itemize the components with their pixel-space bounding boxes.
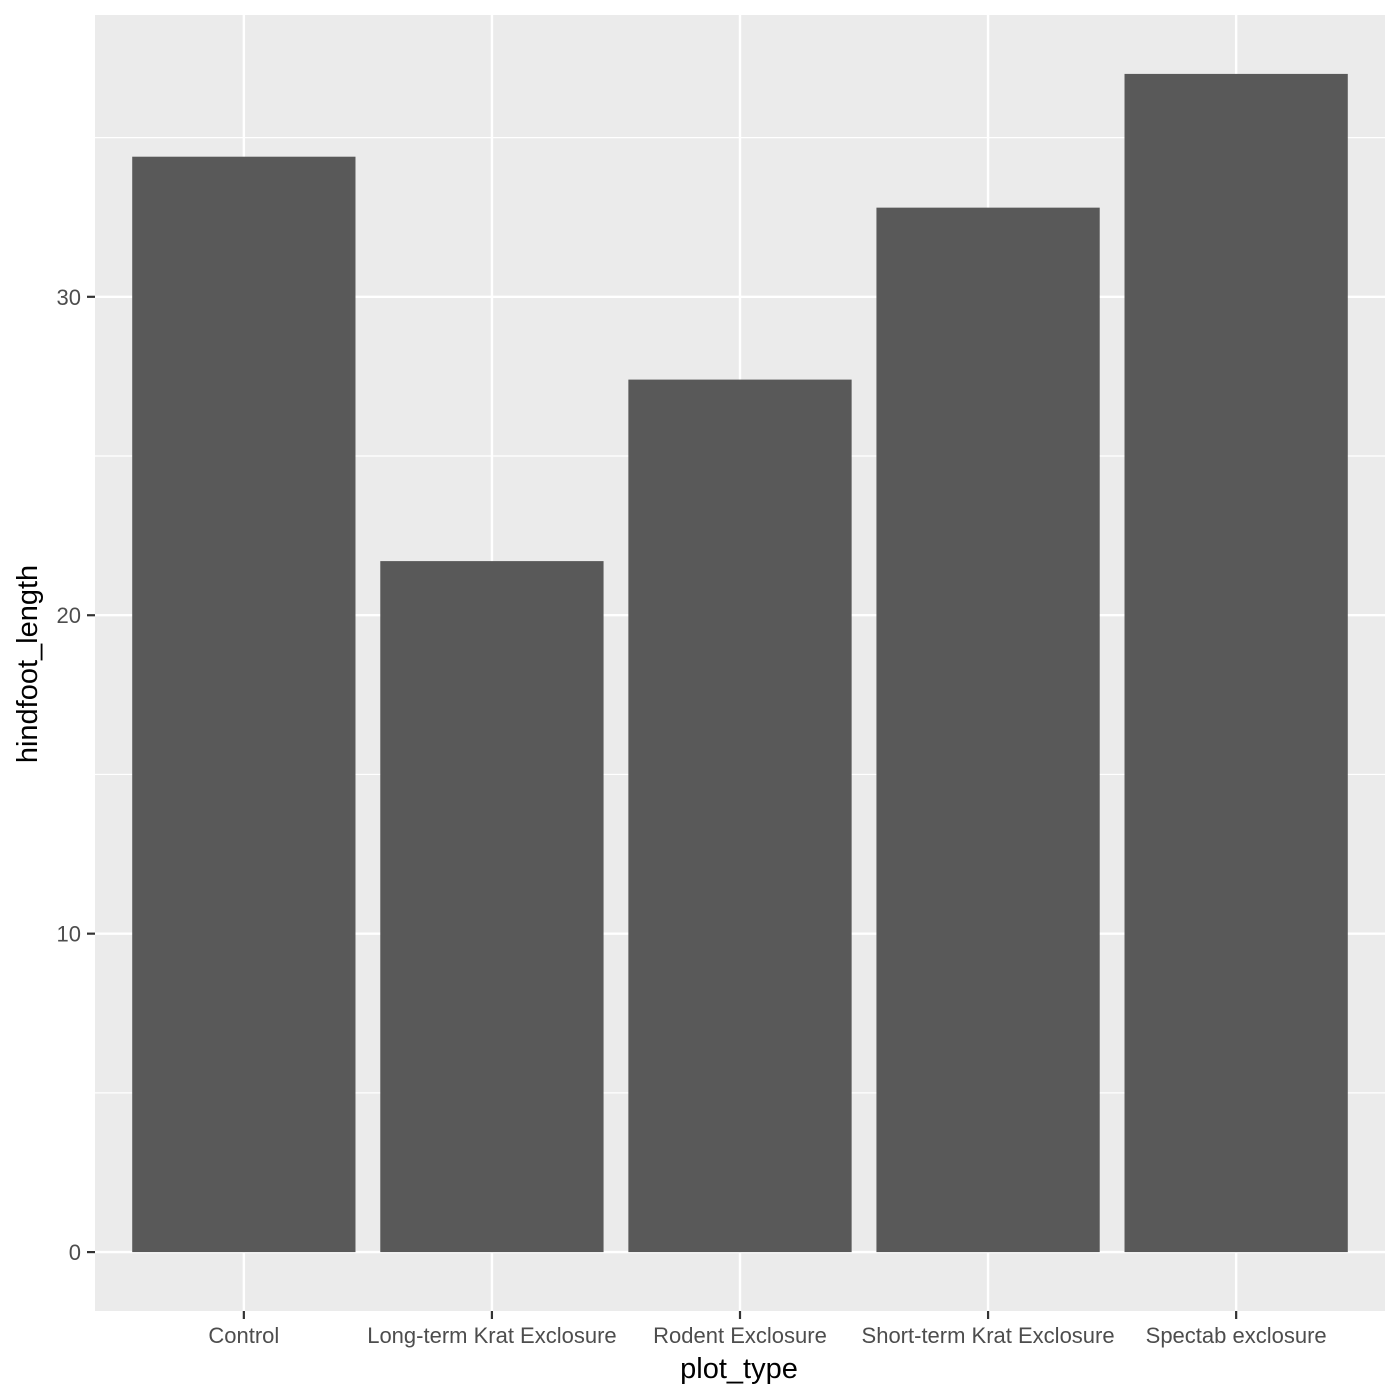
x-axis: Control Long-term Krat Exclosure Rodent Ex… (208, 1311, 1327, 1348)
y-tick-label: 20 (57, 603, 81, 628)
bar (380, 561, 604, 1253)
x-axis-title: plot_type (680, 1353, 798, 1385)
bars (132, 73, 1348, 1253)
y-tick-label: 10 (57, 922, 81, 947)
bar (876, 207, 1100, 1253)
bar (132, 156, 356, 1253)
bar (1124, 73, 1348, 1253)
x-tick-label: Long-term Krat Exclosure (367, 1323, 616, 1348)
y-tick-label: 30 (57, 285, 81, 310)
bar (628, 379, 852, 1253)
y-axis: 0 10 20 30 (57, 285, 95, 1265)
x-tick-label: Spectab exclosure (1146, 1323, 1327, 1348)
y-tick-label: 0 (69, 1240, 81, 1265)
x-tick-label: Rodent Exclosure (653, 1323, 827, 1348)
x-tick-label: Short-term Krat Exclosure (862, 1323, 1115, 1348)
y-axis-title: hindfoot_length (12, 565, 44, 763)
x-tick-label: Control (208, 1323, 279, 1348)
